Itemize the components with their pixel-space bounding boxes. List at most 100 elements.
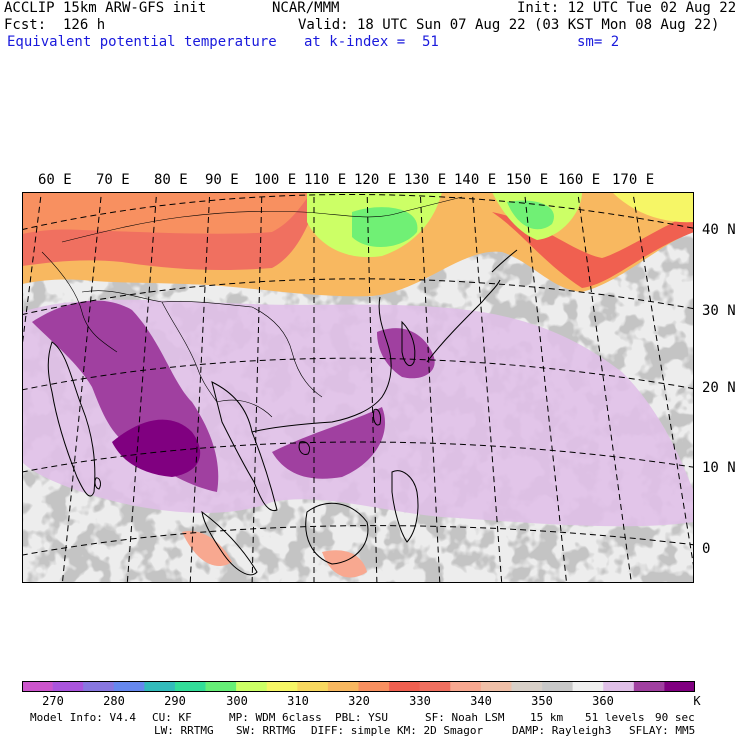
lat-label: 40 N <box>702 222 736 238</box>
graticule-lat-20 <box>22 357 694 391</box>
colorbar-frame <box>22 681 695 692</box>
borders <box>41 196 463 418</box>
colorbar-tick: 330 <box>409 694 431 708</box>
colorbar-swatch <box>297 681 329 692</box>
colorbar-swatch <box>327 681 359 692</box>
colorbar-tick: 270 <box>42 694 64 708</box>
colorbar-swatch <box>266 681 298 692</box>
footer-sflay: SFLAY: MM5 <box>629 724 696 737</box>
colorbar-swatch <box>205 681 237 692</box>
field-cool-patch-ne <box>612 192 694 223</box>
colorbar-swatch <box>633 681 665 692</box>
lon-label: 80 E <box>154 172 188 188</box>
colorbar-tick: 300 <box>226 694 248 708</box>
field-cool-core-east <box>507 200 554 230</box>
footer-sf: SF: Noah LSM <box>425 711 505 724</box>
colorbar-swatch <box>144 681 176 692</box>
footer-pbl: PBL: YSU <box>335 711 388 724</box>
colorbar-swatch <box>174 681 206 692</box>
graticule-lat-30 <box>22 278 694 316</box>
model-title: ACCLIP 15km ARW-GFS init <box>4 0 207 16</box>
field-monsoon-core-south-china <box>272 407 386 479</box>
field-monsoon-core-bay <box>112 419 201 477</box>
graticule-lon-170 <box>632 192 694 572</box>
lat-label: 20 N <box>702 380 736 396</box>
coastline-japan <box>426 249 518 363</box>
lat-label: 0 <box>702 541 711 557</box>
footer-lw: LW: RRTMG <box>154 724 214 737</box>
footer-km: KM: 2D Smagor <box>397 724 484 737</box>
colorbar-tick: 360 <box>592 694 614 708</box>
colorbar-tick: 310 <box>287 694 309 708</box>
coastline-sumatra <box>201 510 258 576</box>
footer-resolution: 15 km <box>530 711 564 724</box>
colorbar-swatch <box>113 681 145 692</box>
colorbar-tick: 340 <box>470 694 492 708</box>
graticule-lat-10 <box>22 441 694 473</box>
colorbar-swatch <box>52 681 84 692</box>
map-frame <box>22 192 694 583</box>
footer-diff: DIFF: simple <box>311 724 391 737</box>
lon-label: 130 E <box>404 172 447 188</box>
init-time: Init: 12 UTC Tue 02 Aug 22 <box>517 0 737 16</box>
footer-damp: DAMP: Rayleigh3 <box>512 724 612 737</box>
footer-levels: 51 levels <box>585 711 645 724</box>
field-warm-blob-borneo <box>322 550 367 578</box>
colorbar-swatch <box>603 681 635 692</box>
coastlines <box>47 249 518 576</box>
footer-timestep: 90 sec <box>655 711 695 724</box>
level-label: at k-index = 51 <box>304 34 439 50</box>
footer-sw: SW: RRTMG <box>236 724 296 737</box>
colorbar-tick: 280 <box>103 694 125 708</box>
colorbar-swatch <box>480 681 512 692</box>
footer-model-info: Model Info: V4.4 <box>30 711 136 724</box>
lon-label: 70 E <box>96 172 130 188</box>
organization: NCAR/MMM <box>272 0 340 16</box>
graticule-lon-70 <box>61 192 103 583</box>
graticule-lat-0 <box>22 525 694 556</box>
field-warm-blob-sumatra <box>182 531 232 567</box>
coastline-sri-lanka <box>94 477 101 490</box>
lon-label: 60 E <box>38 172 72 188</box>
coastline-china <box>251 296 392 433</box>
footer-cu: CU: KF <box>152 711 192 724</box>
lon-label: 160 E <box>558 172 601 188</box>
colorbar-swatch <box>358 681 390 692</box>
lon-label: 150 E <box>506 172 549 188</box>
coastline-india <box>47 341 96 497</box>
lat-label: 10 N <box>702 460 736 476</box>
graticule-lon-150 <box>524 192 568 583</box>
graticule-lon-130 <box>419 192 441 583</box>
colorbar-swatch <box>419 681 451 692</box>
field-name: Equivalent potential temperature <box>7 34 277 50</box>
graticule-lon-80 <box>126 192 158 583</box>
colorbar-swatch <box>542 681 573 692</box>
lon-label: 90 E <box>205 172 239 188</box>
coastline-borneo <box>305 502 369 565</box>
lon-label: 170 E <box>612 172 655 188</box>
coastline-indochina <box>211 381 278 512</box>
colorbar-swatch <box>22 681 53 692</box>
colorbar-swatch <box>572 681 604 692</box>
coastline-taiwan <box>373 408 381 426</box>
colorbar-tick: 320 <box>348 694 370 708</box>
valid-time: Valid: 18 UTC Sun 07 Aug 22 (03 KST Mon … <box>298 17 720 33</box>
colorbar-swatch <box>450 681 482 692</box>
equivalent-potential-temperature-map <box>22 192 694 583</box>
graticule-lon-100 <box>251 192 263 583</box>
colorbar-swatch <box>511 681 543 692</box>
coastline-korea <box>401 320 416 367</box>
lon-label: 100 E <box>254 172 297 188</box>
colorbar-swatch <box>83 681 115 692</box>
colorbar-swatch <box>389 681 420 692</box>
colorbar-swatch <box>236 681 268 692</box>
forecast-hour: Fcst: 126 h <box>4 17 106 33</box>
colorbar-swatch <box>664 681 695 692</box>
lon-label: 120 E <box>354 172 397 188</box>
graticule-lon-120 <box>366 192 378 583</box>
coastline-philippines <box>391 470 419 543</box>
graticule <box>22 192 694 583</box>
smoothing-label: sm= 2 <box>577 34 620 50</box>
graticule-lon-90 <box>189 192 211 583</box>
lon-label: 140 E <box>454 172 497 188</box>
